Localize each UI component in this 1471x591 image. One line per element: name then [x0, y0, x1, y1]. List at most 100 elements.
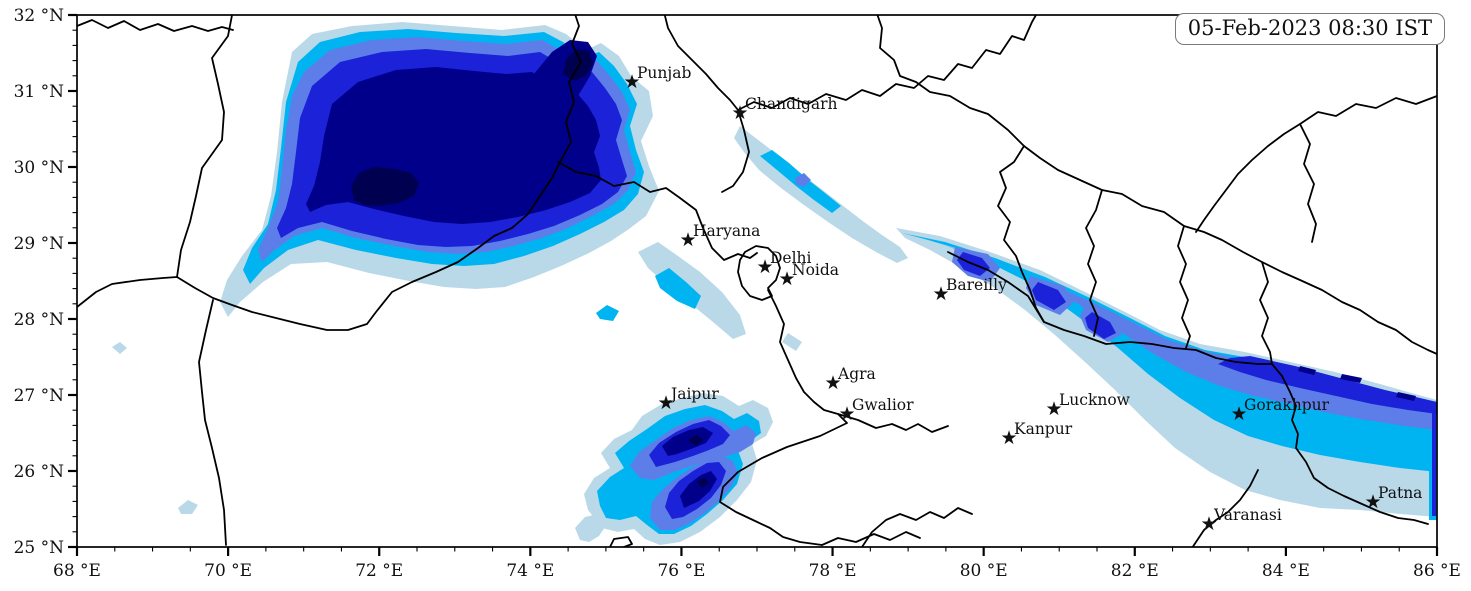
city-star-icon: ★	[679, 229, 696, 251]
x-tick-label: 78 °E	[809, 561, 857, 581]
border-line	[1259, 261, 1273, 365]
city-label: Chandigarh	[745, 95, 838, 113]
x-tick-label: 76 °E	[657, 561, 705, 581]
city-label: Varanasi	[1213, 506, 1282, 524]
city-star-icon: ★	[778, 268, 795, 290]
fog-region-level-3	[1085, 312, 1116, 339]
border-line	[737, 15, 1038, 111]
city-agra: ★Agra	[824, 365, 875, 394]
fog-region-level-1	[596, 305, 619, 321]
city-star-icon: ★	[1230, 403, 1247, 425]
city-label: Jaipur	[669, 385, 719, 403]
y-tick-label: 32 °N	[14, 6, 65, 26]
city-star-icon: ★	[824, 372, 841, 394]
border-line	[861, 507, 973, 547]
city-haryana: ★Haryana	[679, 222, 760, 251]
fog-region-level-5	[563, 49, 593, 81]
city-bareilly: ★Bareilly	[932, 276, 1007, 305]
border-line	[77, 19, 234, 32]
fog-region-level-3	[1432, 412, 1436, 516]
border-line	[876, 15, 1437, 355]
x-tick-label: 74 °E	[506, 561, 554, 581]
city-label: Punjab	[637, 64, 691, 82]
fog-region-level-0	[575, 514, 607, 542]
x-tick-label: 72 °E	[355, 561, 403, 581]
city-markers: ★Punjab★Chandigarh★Haryana★Delhi★Noida★B…	[623, 64, 1422, 535]
city-star-icon: ★	[623, 71, 640, 93]
city-star-icon: ★	[657, 392, 674, 414]
timestamp-text: 05-Feb-2023 08:30 IST	[1187, 16, 1432, 40]
border-line	[1195, 95, 1437, 233]
y-tick-label: 29 °N	[14, 234, 65, 254]
fog-region-level-4	[1340, 374, 1362, 383]
fog-layers	[112, 22, 1437, 545]
city-label: Noida	[792, 261, 839, 279]
fog-region-level-4	[662, 427, 713, 456]
border-line	[176, 15, 233, 278]
fog-region-level-5	[688, 435, 703, 446]
city-star-icon: ★	[731, 102, 748, 124]
y-tick-label: 25 °N	[14, 538, 65, 558]
fog-region-level-3	[1032, 282, 1066, 310]
city-delhi: ★Delhi	[756, 249, 811, 278]
city-label: Kanpur	[1014, 420, 1073, 438]
border-line	[557, 161, 758, 261]
border-line	[1299, 123, 1317, 243]
city-label: Lucknow	[1059, 391, 1131, 409]
fog-region-level-3	[1218, 356, 1437, 414]
city-label: Delhi	[770, 249, 812, 267]
fog-region-level-5	[351, 167, 419, 206]
border-line	[1191, 469, 1259, 547]
border-line	[997, 145, 1045, 323]
fog-region-level-4	[1396, 392, 1416, 401]
border-line	[837, 413, 949, 433]
fog-region-level-4	[680, 471, 717, 508]
city-star-icon: ★	[756, 256, 773, 278]
city-star-icon: ★	[1045, 398, 1062, 420]
fog-region-level-0	[782, 333, 802, 351]
city-label: Haryana	[693, 222, 760, 240]
border-line	[663, 15, 750, 193]
fog-region-level-0	[112, 342, 127, 354]
city-star-icon: ★	[932, 283, 949, 305]
fog-region-level-4	[1298, 366, 1316, 375]
city-label: Gwalior	[852, 396, 914, 414]
city-kanpur: ★Kanpur	[1000, 420, 1072, 449]
timestamp-box: 05-Feb-2023 08:30 IST	[1174, 13, 1445, 45]
city-star-icon: ★	[1000, 427, 1017, 449]
border-line	[1177, 225, 1191, 349]
fog-region-level-1	[655, 268, 701, 309]
y-tick-label: 26 °N	[14, 462, 65, 482]
city-star-icon: ★	[1364, 491, 1381, 513]
city-label: Agra	[837, 365, 876, 383]
border-line	[947, 251, 1429, 525]
fog-region-level-2	[795, 173, 811, 187]
border-line	[821, 531, 921, 546]
city-noida: ★Noida	[778, 261, 839, 290]
fog-region-level-5	[697, 477, 709, 488]
border-line	[1085, 189, 1103, 337]
city-gwalior: ★Gwalior	[838, 396, 914, 425]
border-line	[198, 299, 227, 546]
border-line	[609, 536, 633, 547]
city-chandigarh: ★Chandigarh	[731, 95, 837, 124]
city-label: Patna	[1378, 484, 1422, 502]
x-tick-label: 80 °E	[960, 561, 1008, 581]
border-line	[719, 289, 848, 546]
city-lucknow: ★Lucknow	[1045, 391, 1130, 420]
border-line	[176, 15, 582, 331]
city-star-icon: ★	[838, 403, 855, 425]
city-label: Gorakhpur	[1244, 396, 1330, 414]
axis-ticks: 68 °E 70 °E 72 °E 74 °E 76 °E 78 °E 80 °E 82 °E…	[14, 6, 1461, 581]
y-tick-label: 31 °N	[14, 82, 65, 102]
city-star-icon: ★	[1200, 513, 1217, 535]
fog-region-level-0	[178, 500, 198, 514]
x-tick-label: 68 °E	[53, 561, 101, 581]
border-lines	[77, 15, 1437, 547]
x-tick-label: 82 °E	[1111, 561, 1159, 581]
city-varanasi: ★Varanasi	[1200, 506, 1281, 535]
city-gorakhpur: ★Gorakhpur	[1230, 396, 1329, 425]
city-jaipur: ★Jaipur	[657, 385, 719, 414]
